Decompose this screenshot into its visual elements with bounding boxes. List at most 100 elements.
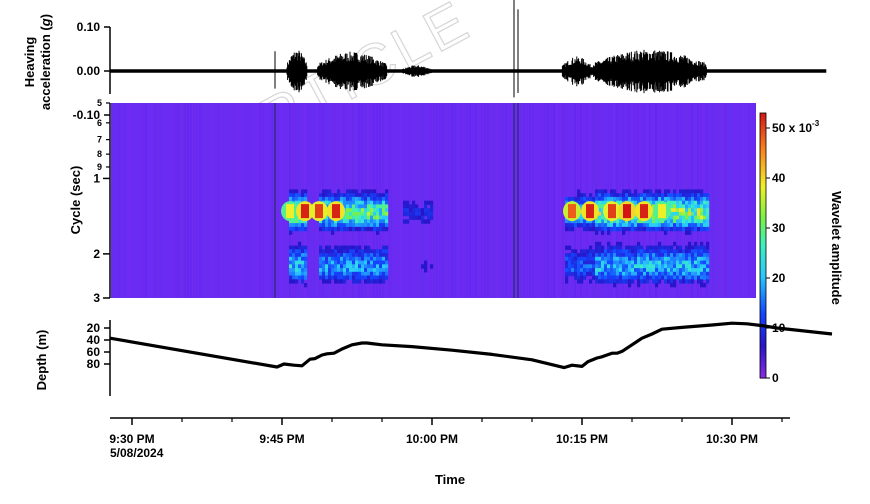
spectrogram-cell — [367, 271, 371, 277]
spectrogram-streak — [496, 103, 498, 298]
spectrogram-streak — [538, 103, 540, 298]
cycle-minor-tick-label: 5 — [97, 98, 102, 108]
spectrogram-cell — [667, 253, 671, 258]
spectrogram-cell — [364, 249, 368, 254]
spectrogram-cell — [700, 215, 704, 220]
spectrogram-cell — [694, 249, 698, 254]
spectrogram-streak — [535, 103, 537, 298]
spectrogram-cell — [565, 260, 569, 265]
colorbar-segment — [760, 170, 766, 174]
spectrogram-cell — [370, 200, 374, 205]
spectrogram-streak — [712, 103, 714, 298]
spectrogram-cell — [598, 215, 602, 220]
colorbar-segment — [760, 253, 766, 257]
spectrogram-cell — [301, 275, 305, 280]
spectrogram-streak — [250, 103, 252, 298]
spectrogram-cell — [364, 260, 368, 265]
spectrogram-cell — [430, 208, 434, 213]
spectrogram-cell — [595, 279, 599, 284]
spectrogram-cell — [418, 208, 422, 213]
spectrogram-cell — [565, 271, 569, 277]
spectrogram-cell — [424, 208, 428, 213]
spectrogram-cell — [592, 268, 596, 273]
spectrogram-cell — [661, 245, 665, 250]
time-tick-label: 10:15 PM — [556, 432, 608, 446]
spectrogram-cell — [298, 271, 302, 277]
colorbar-segment — [760, 213, 766, 217]
spectrogram-cell — [667, 196, 671, 202]
spectrogram-cell — [361, 253, 365, 258]
spectrogram-cell — [355, 215, 359, 220]
spectrogram-cell — [631, 264, 635, 269]
spectrogram-cell — [685, 279, 689, 284]
spectrogram-cell — [700, 256, 704, 262]
spectrogram-streak — [430, 103, 432, 298]
spectrogram-cell — [703, 271, 707, 277]
cycle-minor-tick-label: 8 — [97, 149, 102, 159]
spectrogram-cell — [649, 249, 653, 254]
spectrogram-cell — [634, 219, 638, 224]
spectrogram-cell — [565, 200, 569, 205]
spectrogram-cell — [592, 196, 596, 202]
spectrogram-cell — [628, 223, 632, 228]
spectrogram-cell — [625, 193, 629, 198]
spectrogram-cell — [616, 253, 620, 258]
spectrogram-cell — [304, 189, 308, 194]
spectrogram-cell — [676, 264, 680, 269]
spectrogram-cell — [379, 223, 383, 228]
time-tick-label: 9:30 PM — [109, 432, 154, 446]
spectrogram-cell — [352, 253, 356, 258]
spectrogram-streak — [115, 103, 117, 298]
spectrogram-cell — [328, 279, 332, 284]
spectrogram-cell — [658, 279, 662, 284]
spectrogram-cell — [586, 256, 590, 262]
spectrogram-cell — [289, 253, 293, 258]
spectrogram-cell — [295, 256, 299, 262]
spectrogram-cell — [688, 279, 692, 284]
colorbar-tick-label: 30 — [772, 221, 786, 235]
spectrogram-cell — [634, 249, 638, 254]
spectrogram-cell — [346, 253, 350, 258]
spectrogram-cell — [613, 279, 617, 284]
spectrogram-cell — [667, 245, 671, 250]
spectrogram-cell — [673, 189, 677, 194]
spectrogram-cell — [343, 193, 347, 198]
spectrogram-cell — [691, 211, 695, 217]
colorbar-segment — [760, 155, 766, 159]
spectrogram-cell — [655, 260, 659, 265]
spectrogram-cell — [613, 196, 617, 202]
spectrogram-cell — [676, 245, 680, 250]
spectrogram-hotspot — [286, 204, 294, 219]
spectrogram-cell — [334, 223, 338, 228]
spectrogram-cell — [658, 196, 662, 202]
spectrogram-cell — [685, 268, 689, 273]
spectrogram-cell — [616, 268, 620, 273]
spectrogram-cell — [301, 256, 305, 262]
spectrogram-cell — [706, 249, 710, 254]
spectrogram-cell — [373, 200, 377, 205]
spectrogram-cell — [403, 208, 407, 213]
spectrogram-cell — [685, 196, 689, 202]
spectrogram-cell — [673, 241, 677, 247]
spectrogram-cell — [304, 193, 308, 198]
spectrogram-cell — [292, 249, 296, 254]
spectrogram-cell — [682, 279, 686, 284]
spectrogram-cell — [385, 189, 389, 194]
spectrogram-cell — [358, 275, 362, 280]
spectrogram-cell — [595, 268, 599, 273]
spectrogram-cell — [334, 271, 338, 277]
spectrogram-cell — [289, 260, 293, 265]
spectrogram-cell — [352, 211, 356, 217]
spectrogram-cell — [706, 223, 710, 228]
spectrogram-cell — [655, 271, 659, 277]
spectrogram-cell — [670, 215, 674, 220]
spectrogram-cell — [616, 279, 620, 284]
spectrogram-cell — [337, 226, 341, 232]
spectrogram-cell — [655, 249, 659, 254]
spectrogram-cell — [577, 264, 581, 269]
spectrogram-streak — [724, 103, 726, 298]
spectrogram-cell — [376, 219, 380, 224]
spectrogram-cell — [673, 211, 677, 217]
spectrogram-cell — [340, 226, 344, 232]
